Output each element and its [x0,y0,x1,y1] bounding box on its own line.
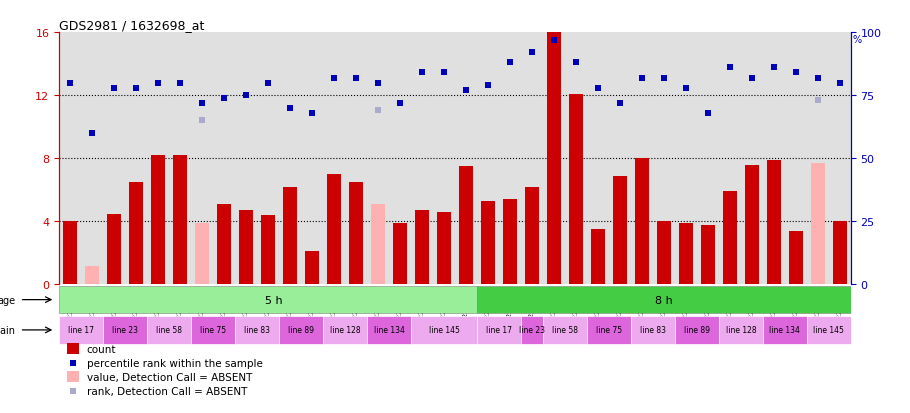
Bar [59,316,103,344]
Bar [371,204,385,285]
Bar [569,95,583,285]
Text: 8 h: 8 h [655,295,672,305]
Bar [635,159,649,285]
Text: line 23: line 23 [112,325,138,335]
Bar [103,316,147,344]
Bar [67,371,79,382]
Text: rank, Detection Call = ABSENT: rank, Detection Call = ABSENT [86,386,248,396]
Text: line 23: line 23 [519,325,545,335]
Bar [305,252,319,285]
Bar [195,223,209,285]
Bar [59,286,477,313]
Text: line 145: line 145 [814,325,844,335]
Text: line 89: line 89 [288,325,314,335]
Text: line 17: line 17 [486,325,512,335]
Bar [503,200,517,285]
Text: line 83: line 83 [244,325,270,335]
Bar [85,266,99,285]
Bar [525,187,539,285]
Bar [719,316,763,344]
Bar [657,222,671,285]
Text: %: % [853,35,862,45]
Bar [411,316,477,344]
Bar [763,316,807,344]
Bar [587,316,631,344]
Bar [63,222,77,285]
Text: line 128: line 128 [329,325,360,335]
Bar [811,164,825,285]
Bar [744,165,759,285]
Bar [789,231,803,285]
Bar [367,316,411,344]
Text: line 75: line 75 [596,325,622,335]
Text: line 58: line 58 [552,325,578,335]
Bar [151,156,166,285]
Text: line 83: line 83 [640,325,666,335]
Text: line 145: line 145 [429,325,460,335]
Text: age: age [0,295,15,305]
Text: line 89: line 89 [684,325,710,335]
Bar [612,176,627,285]
Bar [477,286,851,313]
Text: line 75: line 75 [200,325,227,335]
Bar [217,204,231,285]
Bar [191,316,235,344]
Text: GDS2981 / 1632698_at: GDS2981 / 1632698_at [59,19,205,32]
Bar [631,316,675,344]
Bar [547,33,561,285]
Text: strain: strain [0,325,15,335]
Text: value, Detection Call = ABSENT: value, Detection Call = ABSENT [86,372,252,382]
Bar [279,316,323,344]
Text: 5 h: 5 h [265,295,282,305]
Text: count: count [86,344,116,354]
Bar [679,223,693,285]
Bar [129,183,143,285]
Bar [437,212,451,285]
Bar [459,167,473,285]
Text: line 58: line 58 [157,325,182,335]
Bar [239,211,253,285]
Text: line 17: line 17 [68,325,94,335]
Bar [833,222,847,285]
Bar [807,316,851,344]
Bar [480,202,495,285]
Bar [591,230,605,285]
Bar [283,187,298,285]
Bar [147,316,191,344]
Bar [323,316,367,344]
Bar [235,316,279,344]
Text: percentile rank within the sample: percentile rank within the sample [86,358,263,368]
Bar [521,316,543,344]
Bar [327,175,341,285]
Text: line 134: line 134 [374,325,404,335]
Bar [107,214,121,285]
Text: line 128: line 128 [725,325,756,335]
Text: line 134: line 134 [770,325,800,335]
Bar [261,216,275,285]
Bar [767,161,781,285]
Bar [67,343,79,354]
Bar [393,223,407,285]
Bar [543,316,587,344]
Bar [477,316,521,344]
Bar [675,316,719,344]
Bar [349,183,363,285]
Bar [173,156,187,285]
Bar [701,225,715,285]
Bar [415,211,430,285]
Bar [723,192,737,285]
